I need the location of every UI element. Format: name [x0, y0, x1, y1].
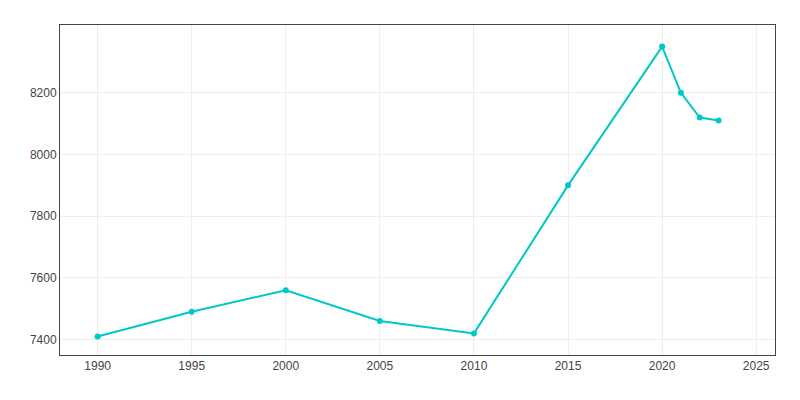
svg-text:1990: 1990	[84, 359, 111, 373]
svg-text:2025: 2025	[743, 359, 770, 373]
svg-text:7800: 7800	[30, 209, 57, 223]
svg-text:1995: 1995	[178, 359, 205, 373]
svg-text:7600: 7600	[30, 271, 57, 285]
svg-text:8000: 8000	[30, 148, 57, 162]
svg-text:2015: 2015	[555, 359, 582, 373]
svg-text:2000: 2000	[272, 359, 299, 373]
svg-text:7400: 7400	[30, 333, 57, 347]
svg-text:2005: 2005	[367, 359, 394, 373]
svg-text:2020: 2020	[649, 359, 676, 373]
svg-text:2010: 2010	[461, 359, 488, 373]
svg-text:8200: 8200	[30, 86, 57, 100]
